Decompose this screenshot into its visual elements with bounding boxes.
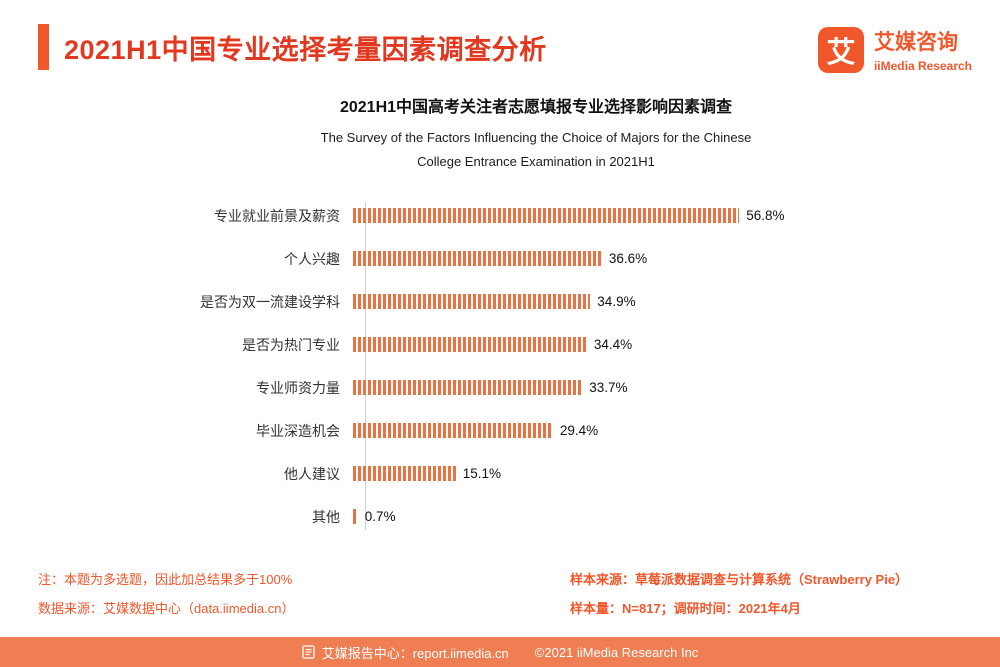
value-label: 56.8% — [746, 208, 785, 224]
footer-copyright: ©2021 iiMedia Research Inc — [534, 644, 699, 660]
bar — [353, 423, 553, 439]
bar-track: 15.1% — [353, 466, 1000, 482]
bar-track: 29.4% — [353, 423, 1000, 439]
category-label: 专业师资力量 — [256, 379, 340, 396]
bar-track: 0.7% — [353, 509, 1000, 525]
chart-title: 2021H1中国高考关注者志愿填报专业选择影响因素调查 — [339, 99, 733, 116]
bar — [353, 294, 591, 310]
note-data-source: 数据来源：艾媒数据中心（data.iimedia.cn） — [38, 600, 295, 616]
value-label: 33.7% — [589, 380, 628, 396]
note-sample-info: 样本量：N=817；调研时间：2021年4月 — [570, 600, 801, 616]
bar — [353, 337, 587, 353]
bar-row: 是否为热门专业 34.4% — [35, 323, 1000, 366]
bar-track: 34.9% — [353, 294, 1000, 310]
bar-row: 毕业深造机会 29.4% — [35, 409, 1000, 452]
category-label: 他人建议 — [284, 465, 340, 482]
iimedia-logo: 艾 艾媒咨询 iiMedia Research — [817, 24, 972, 73]
value-label: 0.7% — [364, 509, 396, 525]
title-wrap: 2021H1中国专业选择考量因素调查分析 — [38, 24, 547, 70]
chart-subtitle: The Survey of the Factors Influencing th… — [72, 126, 1000, 174]
category-label: 个人兴趣 — [284, 250, 340, 267]
bar-row: 是否为双一流建设学科 34.9% — [35, 280, 1000, 323]
bar — [353, 509, 358, 525]
notes-right: 样本来源：草莓派数据调查与计算系统（Strawberry Pie） 样本量：N=… — [570, 566, 960, 623]
bar-chart: 专业就业前景及薪资 56.8% 个人兴趣 36.6% 是否为双一流建设学科 34.9% 是否… — [0, 194, 1000, 538]
logo-mark-icon: 艾 — [817, 26, 864, 73]
y-axis-line — [365, 202, 366, 531]
value-label: 34.9% — [597, 294, 636, 310]
footer-left: 艾媒报告中心：report.iimedia.cn — [302, 643, 509, 662]
value-label: 34.4% — [593, 337, 633, 353]
brand-name: 艾媒咨询 — [873, 31, 958, 54]
accent-block — [38, 24, 49, 70]
bar-track: 56.8% — [353, 208, 1000, 224]
bar-track: 36.6% — [353, 251, 1000, 267]
value-label: 29.4% — [559, 423, 599, 439]
bar-row: 他人建议 15.1% — [35, 452, 1000, 495]
category-label: 专业就业前景及薪资 — [214, 207, 340, 224]
footnotes: 注：本题为多选题，因此加总结果多于100% 数据来源：艾媒数据中心（data.i… — [0, 566, 1000, 623]
bar — [353, 208, 740, 224]
bar-row: 个人兴趣 36.6% — [35, 237, 1000, 280]
brand-subtitle: iiMedia Research — [873, 59, 972, 73]
bar-track: 33.7% — [353, 380, 1000, 396]
bar-track: 34.4% — [353, 337, 1000, 353]
report-document-icon — [302, 645, 315, 659]
bar-rows: 专业就业前景及薪资 56.8% 个人兴趣 36.6% 是否为双一流建设学科 34.9% 是否… — [35, 194, 1000, 538]
category-label: 是否为双一流建设学科 — [200, 293, 340, 310]
bar — [353, 251, 602, 267]
bar — [353, 466, 456, 482]
logo-text: 艾媒咨询 iiMedia Research — [874, 26, 972, 73]
header: 2021H1中国专业选择考量因素调查分析 艾 艾媒咨询 iiMedia Rese… — [0, 0, 1000, 73]
note-sample-source: 样本来源：草莓派数据调查与计算系统（Strawberry Pie） — [570, 572, 909, 588]
chart-subtitle-line-2: College Entrance Examination in 2021H1 — [417, 154, 655, 170]
category-label: 毕业深造机会 — [256, 422, 340, 439]
bar-row: 其他 0.7% — [35, 495, 1000, 538]
footer-bar: 艾媒报告中心：report.iimedia.cn ©2021 iiMedia R… — [0, 637, 1000, 667]
bar-row: 专业师资力量 33.7% — [35, 366, 1000, 409]
bar-row: 专业就业前景及薪资 56.8% — [35, 194, 1000, 237]
note-multiselect: 注：本题为多选题，因此加总结果多于100% — [38, 572, 293, 588]
chart-heading: 2021H1中国高考关注者志愿填报专业选择影响因素调查 The Survey o… — [0, 93, 1000, 174]
notes-left: 注：本题为多选题，因此加总结果多于100% 数据来源：艾媒数据中心（data.i… — [38, 566, 294, 623]
value-label: 36.6% — [608, 251, 648, 267]
footer-report-text: 艾媒报告中心：report.iimedia.cn — [321, 645, 509, 661]
category-label: 是否为热门专业 — [242, 336, 340, 353]
page-title: 2021H1中国专业选择考量因素调查分析 — [64, 34, 547, 65]
category-label: 其他 — [312, 508, 340, 525]
value-label: 15.1% — [462, 466, 501, 482]
chart-subtitle-line-1: The Survey of the Factors Influencing th… — [320, 130, 752, 145]
bar — [353, 380, 583, 396]
